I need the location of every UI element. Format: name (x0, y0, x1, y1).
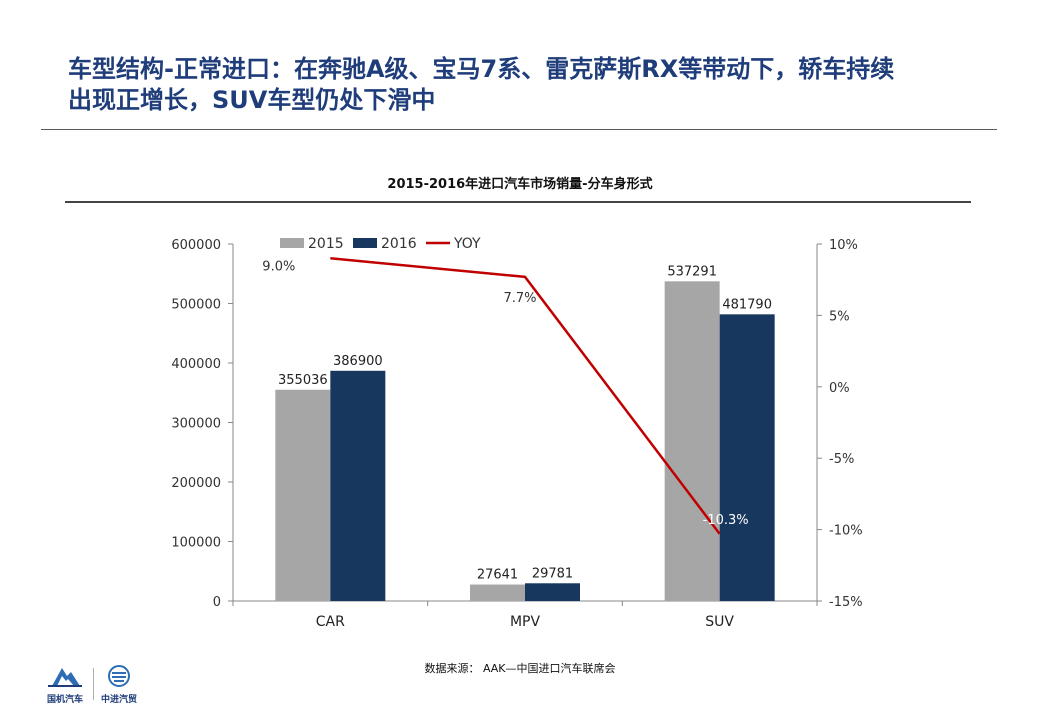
x-axis-category-label: MPV (510, 614, 541, 630)
legend-label: 2016 (381, 236, 417, 252)
left-axis-tick-label: 200000 (171, 476, 221, 491)
bar-2015-SUV (664, 281, 720, 601)
cniac-logo-text: 中进汽贸 (100, 695, 137, 705)
chart-title: 2015-2016年进口汽车市场销量-分车身形式 (387, 177, 653, 192)
left-axis-tick-label: 500000 (171, 298, 221, 313)
left-axis-tick-label: 100000 (171, 536, 221, 551)
right-axis-tick-label: -10% (829, 524, 863, 539)
yoy-value-label: 7.7% (503, 291, 536, 306)
yoy-value-label: 9.0% (262, 259, 295, 274)
mountain-logo-icon (48, 668, 82, 687)
legend-swatch-2015 (280, 238, 304, 248)
bar-value-label: 27641 (477, 568, 518, 583)
left-axis-tick-label: 0 (213, 595, 221, 610)
cniac-logo: 中进汽贸 (96, 664, 142, 705)
slide-title-line-2: 出现正增长，SUV车型仍处下滑中 (68, 86, 436, 114)
legend-label: 2015 (308, 236, 344, 252)
x-axis-category-label: CAR (316, 614, 345, 630)
legend-swatch-2016 (353, 238, 377, 248)
left-axis-tick-label: 300000 (171, 417, 221, 432)
right-axis-tick-label: 5% (829, 309, 850, 324)
bar-value-label: 355036 (278, 373, 328, 388)
bar-2015-CAR (275, 389, 331, 601)
chart-title-divider (65, 201, 971, 203)
bar-2015-MPV (470, 584, 525, 601)
yoy-line (330, 257, 721, 535)
round-emblem-icon (108, 665, 130, 687)
sinomach-auto-logo-text: 国机汽车 (46, 695, 83, 705)
left-axis-tick-label: 400000 (171, 357, 221, 372)
right-axis-tick-label: 0% (829, 381, 850, 396)
slide-title: 车型结构-正常进口：在奔驰A级、宝马7系、雷克萨斯RX等带动下，轿车持续 出现正… (68, 54, 1008, 116)
x-axis-category-label: SUV (705, 614, 734, 630)
left-axis-tick-label: 600000 (171, 238, 221, 253)
legend-label: YOY (453, 236, 481, 252)
right-axis-tick-label: -5% (829, 452, 854, 467)
slide-title-line-1: 车型结构-正常进口：在奔驰A级、宝马7系、雷克萨斯RX等带动下，轿车持续 (68, 55, 895, 83)
title-divider (41, 129, 997, 130)
bar-2016-CAR (330, 370, 386, 601)
logo-divider (93, 668, 94, 700)
right-axis-tick-label: 10% (829, 238, 858, 253)
bar-value-label: 481790 (722, 297, 772, 312)
yoy-value-label: -10.3% (703, 513, 749, 528)
bar-2016-MPV (525, 583, 580, 601)
bar-2016-SUV (719, 314, 775, 601)
bar-value-label: 386900 (333, 354, 383, 369)
right-axis-tick-label: -15% (829, 595, 863, 610)
bar-value-label: 29781 (532, 566, 573, 581)
sinomach-auto-logo: 国机汽车 (40, 664, 90, 705)
data-source-note: 数据来源： AAK—中国进口汽车联席会 (424, 662, 616, 675)
bar-value-label: 537291 (667, 264, 717, 279)
